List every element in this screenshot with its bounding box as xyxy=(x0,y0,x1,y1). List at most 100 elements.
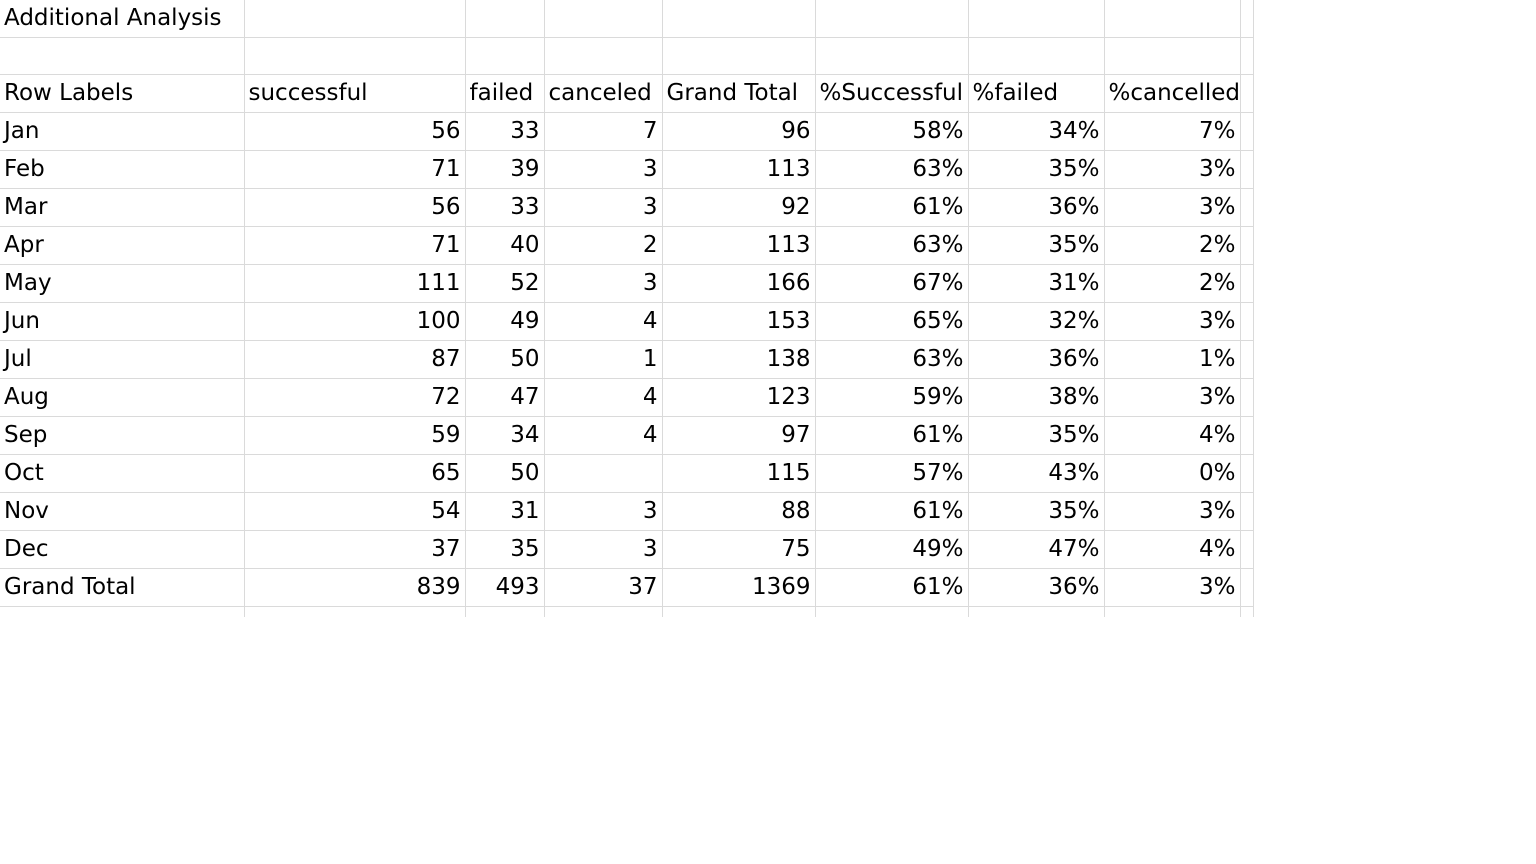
failed-cell[interactable]: 47 xyxy=(465,378,545,417)
pct-successful-cell[interactable]: 57% xyxy=(815,454,969,493)
canceled-cell[interactable]: 3 xyxy=(544,188,663,227)
pct-successful-cell[interactable]: 61% xyxy=(815,568,969,607)
grand-total-cell[interactable]: 113 xyxy=(662,150,816,189)
empty-cell[interactable] xyxy=(1240,264,1254,303)
pct-successful-cell[interactable]: 58% xyxy=(815,112,969,151)
pct-failed-cell[interactable]: 32% xyxy=(968,302,1105,341)
pct-cancelled-cell[interactable]: 3% xyxy=(1104,302,1241,341)
empty-cell[interactable] xyxy=(1240,226,1254,265)
header-canceled[interactable]: canceled xyxy=(544,74,663,113)
pct-successful-cell[interactable]: 49% xyxy=(815,530,969,569)
header-pct-failed[interactable]: %failed xyxy=(968,74,1105,113)
pct-cancelled-cell[interactable]: 4% xyxy=(1104,530,1241,569)
canceled-cell[interactable]: 4 xyxy=(544,302,663,341)
failed-cell[interactable]: 34 xyxy=(465,416,545,455)
successful-cell[interactable]: 56 xyxy=(244,112,466,151)
row-label-cell[interactable]: Jul xyxy=(0,340,245,379)
row-label-cell[interactable]: Nov xyxy=(0,492,245,531)
empty-cell[interactable] xyxy=(0,37,245,75)
pct-failed-cell[interactable]: 36% xyxy=(968,188,1105,227)
grand-total-cell[interactable]: 88 xyxy=(662,492,816,531)
pct-cancelled-cell[interactable]: 2% xyxy=(1104,264,1241,303)
header-failed[interactable]: failed xyxy=(465,74,545,113)
header-pct-cancelled[interactable]: %cancelled xyxy=(1104,74,1241,113)
pct-successful-cell[interactable]: 61% xyxy=(815,492,969,531)
grand-total-cell[interactable]: 1369 xyxy=(662,568,816,607)
empty-cell[interactable] xyxy=(815,0,969,38)
successful-cell[interactable]: 839 xyxy=(244,568,466,607)
pct-failed-cell[interactable]: 38% xyxy=(968,378,1105,417)
empty-cell[interactable] xyxy=(465,37,545,75)
empty-cell[interactable] xyxy=(1240,416,1254,455)
pct-failed-cell[interactable]: 35% xyxy=(968,492,1105,531)
pct-cancelled-cell[interactable]: 4% xyxy=(1104,416,1241,455)
empty-cell[interactable] xyxy=(662,0,816,38)
empty-cell[interactable] xyxy=(544,0,663,38)
row-label-cell[interactable]: Mar xyxy=(0,188,245,227)
failed-cell[interactable]: 52 xyxy=(465,264,545,303)
empty-cell[interactable] xyxy=(544,37,663,75)
empty-cell[interactable] xyxy=(1240,454,1254,493)
pct-successful-cell[interactable]: 63% xyxy=(815,150,969,189)
pct-cancelled-cell[interactable]: 3% xyxy=(1104,378,1241,417)
empty-cell[interactable] xyxy=(1240,340,1254,379)
empty-cell[interactable] xyxy=(244,0,466,38)
pct-cancelled-cell[interactable]: 3% xyxy=(1104,568,1241,607)
empty-cell[interactable] xyxy=(1240,378,1254,417)
canceled-cell[interactable]: 1 xyxy=(544,340,663,379)
empty-cell[interactable] xyxy=(1240,492,1254,531)
header-grand-total[interactable]: Grand Total xyxy=(662,74,816,113)
successful-cell[interactable]: 71 xyxy=(244,226,466,265)
pct-successful-cell[interactable]: 63% xyxy=(815,340,969,379)
failed-cell[interactable]: 35 xyxy=(465,530,545,569)
successful-cell[interactable]: 54 xyxy=(244,492,466,531)
pct-failed-cell[interactable]: 43% xyxy=(968,454,1105,493)
pct-successful-cell[interactable]: 59% xyxy=(815,378,969,417)
pct-cancelled-cell[interactable]: 2% xyxy=(1104,226,1241,265)
row-label-cell[interactable]: Grand Total xyxy=(0,568,245,607)
successful-cell[interactable]: 111 xyxy=(244,264,466,303)
canceled-cell[interactable]: 2 xyxy=(544,226,663,265)
pct-successful-cell[interactable]: 65% xyxy=(815,302,969,341)
header-pct-successful[interactable]: %Successful xyxy=(815,74,969,113)
grand-total-cell[interactable]: 153 xyxy=(662,302,816,341)
header-successful[interactable]: successful xyxy=(244,74,466,113)
failed-cell[interactable]: 40 xyxy=(465,226,545,265)
failed-cell[interactable]: 50 xyxy=(465,454,545,493)
successful-cell[interactable]: 37 xyxy=(244,530,466,569)
grand-total-cell[interactable]: 166 xyxy=(662,264,816,303)
empty-cell[interactable] xyxy=(1240,112,1254,151)
empty-cell[interactable] xyxy=(1240,37,1254,75)
pct-failed-cell[interactable]: 36% xyxy=(968,340,1105,379)
failed-cell[interactable]: 39 xyxy=(465,150,545,189)
empty-cell[interactable] xyxy=(1240,568,1254,607)
grand-total-cell[interactable]: 123 xyxy=(662,378,816,417)
empty-cell[interactable] xyxy=(1104,0,1241,38)
grand-total-cell[interactable]: 92 xyxy=(662,188,816,227)
row-label-cell[interactable]: Jan xyxy=(0,112,245,151)
empty-cell[interactable] xyxy=(1240,530,1254,569)
pct-cancelled-cell[interactable]: 3% xyxy=(1104,188,1241,227)
empty-cell[interactable] xyxy=(1240,606,1254,617)
pct-cancelled-cell[interactable]: 7% xyxy=(1104,112,1241,151)
empty-cell[interactable] xyxy=(968,606,1105,617)
empty-cell[interactable] xyxy=(1240,302,1254,341)
pct-successful-cell[interactable]: 61% xyxy=(815,188,969,227)
failed-cell[interactable]: 49 xyxy=(465,302,545,341)
empty-cell[interactable] xyxy=(815,37,969,75)
pct-cancelled-cell[interactable]: 3% xyxy=(1104,150,1241,189)
header-row-labels[interactable]: Row Labels xyxy=(0,74,245,113)
canceled-cell[interactable]: 4 xyxy=(544,416,663,455)
row-label-cell[interactable]: Sep xyxy=(0,416,245,455)
empty-cell[interactable] xyxy=(1240,188,1254,227)
successful-cell[interactable]: 100 xyxy=(244,302,466,341)
empty-cell[interactable] xyxy=(244,37,466,75)
pct-failed-cell[interactable]: 35% xyxy=(968,150,1105,189)
grand-total-cell[interactable]: 138 xyxy=(662,340,816,379)
pct-failed-cell[interactable]: 34% xyxy=(968,112,1105,151)
empty-cell[interactable] xyxy=(465,606,545,617)
empty-cell[interactable] xyxy=(244,606,466,617)
empty-cell[interactable] xyxy=(1104,606,1241,617)
successful-cell[interactable]: 65 xyxy=(244,454,466,493)
failed-cell[interactable]: 50 xyxy=(465,340,545,379)
